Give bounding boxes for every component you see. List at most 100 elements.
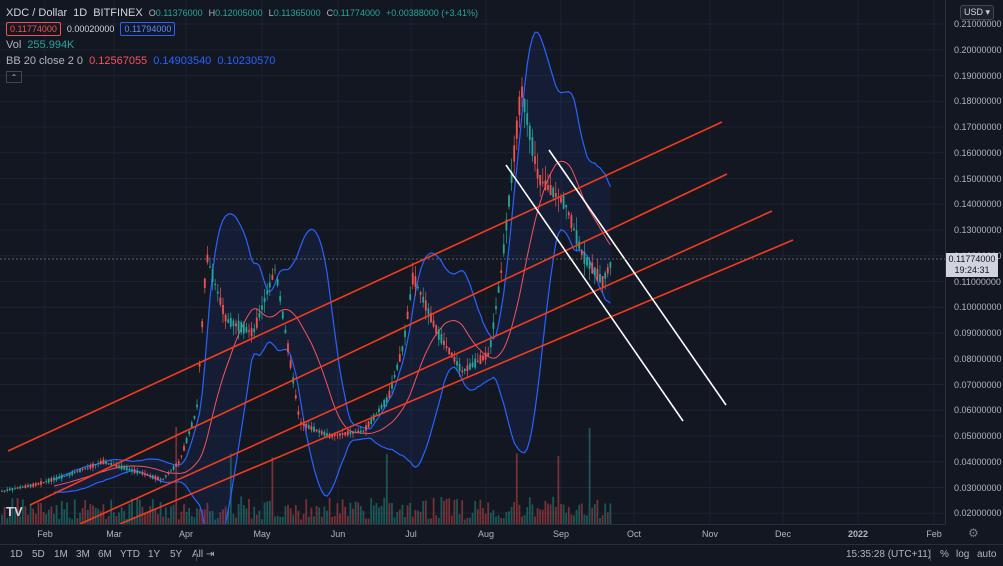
volume-bar [328,497,331,524]
candle-body [502,244,505,254]
price-tick-label: 0.06000000 [954,405,1002,416]
volume-bar [245,508,248,524]
candle-body [133,469,136,474]
volume-bar [549,504,552,524]
candle-body [177,461,180,464]
time-tick-label: Aug [477,529,495,539]
volume-bar [27,514,29,524]
time-axis[interactable]: Feb Mar Apr May Jun Jul Aug Sep Oct Nov Dec 2022 Feb [0,524,945,545]
chart-pane[interactable]: XDC / Dollar 1D BITFINEX O0.11376000 H0.… [0,0,945,524]
candle-body [523,99,526,113]
volume-bar [53,513,55,524]
buy-button[interactable]: 0.11794000 [120,22,176,36]
candle-body [601,275,604,287]
candle-body [110,462,113,466]
volume-bar [528,497,531,524]
volume-bar [274,516,276,524]
white-line-2[interactable] [548,149,727,406]
chevron-up-icon[interactable]: ⌃ [6,71,22,83]
volume-bar [599,517,601,524]
candle-body [393,374,396,378]
volume-bar [154,509,157,524]
candle-body [521,86,523,98]
volume-bar [240,496,243,524]
orange-channel-lines[interactable] [7,121,794,524]
candle-body [276,279,279,286]
candle-body [144,473,146,476]
candle-body [235,323,237,327]
candle-body [141,472,144,475]
volume-bar [502,518,505,524]
candle-body [411,272,414,285]
bb-basis-value: 0.12567055 [89,55,148,67]
candle-body [479,355,482,365]
range-button-5y[interactable]: 5Y [170,549,183,560]
volume-bar [411,516,414,524]
candle-body [565,204,568,208]
range-button-1d[interactable]: 1D [10,549,23,560]
volume-bar [209,511,211,524]
symbol-name[interactable]: XDC / Dollar [6,7,68,19]
volume-bar [175,427,178,524]
candle-body [396,364,399,370]
range-button-1y[interactable]: 1Y [148,549,161,560]
volume-bar [157,514,159,524]
volume-bar [536,507,539,524]
candle-body [445,346,448,348]
range-button-ytd[interactable]: YTD [120,549,140,560]
candle-body [552,187,555,198]
white-trend-lines[interactable] [505,149,727,422]
sell-button[interactable]: 0.11774000 [6,22,61,36]
candle-body [310,426,313,430]
volume-bar [68,517,71,524]
chevron-down-icon: ▾ [985,7,991,17]
volume-bar [47,509,50,524]
clock-timezone[interactable]: 15:35:28 (UTC+11) [846,549,932,560]
volume-bar [346,515,349,524]
interval-label[interactable]: 1D [73,7,88,19]
auto-toggle[interactable]: auto [977,549,997,560]
currency-dropdown[interactable]: USD ▾ [960,5,995,20]
range-button-1m[interactable]: 1M [54,549,68,560]
range-button-5d[interactable]: 5D [32,549,45,560]
range-button-all[interactable]: All [192,549,204,560]
bb-label[interactable]: BB 20 close 2 0 [6,55,84,67]
time-tick-label: Apr [178,529,194,539]
candle-body [388,390,391,398]
volume-bar [99,511,102,524]
range-button-3m[interactable]: 3M [76,549,90,560]
volume-bar [398,509,401,524]
candle-body [128,468,131,471]
volume-bar [198,509,201,524]
channel-line-4[interactable] [119,239,794,524]
volume-bar [414,509,417,524]
candle-body [346,431,349,436]
volume-bar [552,496,555,524]
candle-body [437,329,440,340]
volume-bar [92,505,94,524]
channel-line-3[interactable] [79,210,773,524]
log-toggle[interactable]: log [956,549,970,560]
candle-body [190,422,193,428]
candle-body [154,475,157,480]
candle-body [458,363,461,372]
volume-bar [352,508,354,524]
candle-body [528,125,531,140]
channel-line-2[interactable] [29,173,728,506]
channel-line-1[interactable] [7,121,723,452]
gear-icon[interactable]: ⚙ [968,526,979,540]
candle-body [24,485,27,488]
candle-body [391,381,393,389]
volume-bar [89,504,92,524]
volume-bar [570,514,573,524]
candle-body [253,328,256,333]
candle-body [120,465,123,470]
white-line-1[interactable] [505,164,684,422]
range-button-6m[interactable]: 6M [98,549,112,560]
candle-body [448,347,451,355]
candle-body [287,343,289,353]
candle-body [193,416,196,419]
chart-canvas[interactable] [0,0,945,524]
calendar-range-icon[interactable]: ⇥ [206,549,215,560]
percent-toggle[interactable]: % [940,549,949,560]
